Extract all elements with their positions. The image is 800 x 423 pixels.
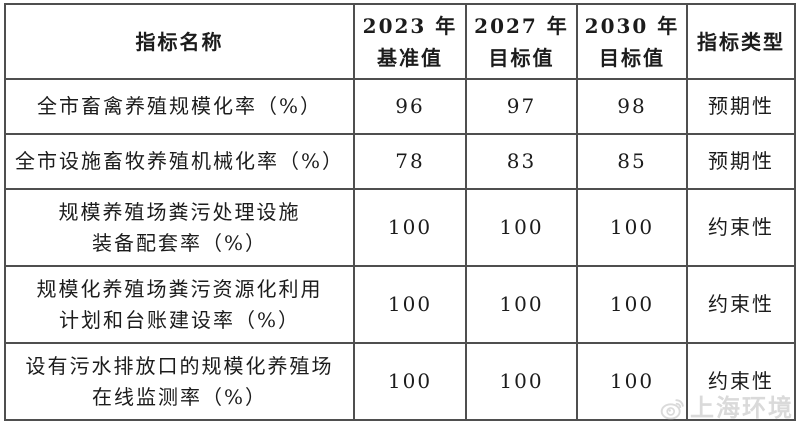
header-indicator-name: 指标名称 [4,3,355,80]
indicator-name-cell: 规模养殖场粪污处理设施 装备配套率（%） [4,188,355,267]
value-2027-cell: 100 [465,342,578,421]
indicator-name-cell: 全市设施畜牧养殖机械化率（%） [4,133,355,190]
value-2023-cell: 100 [353,342,467,421]
value-2030-cell: 100 [576,265,688,344]
indicator-table: 指标名称 2023 年 基准值 2027 年 目标值 2030 年 目标值 指标… [4,3,796,421]
indicator-type-cell: 预期性 [686,133,796,190]
indicator-type-cell: 约束性 [686,265,796,344]
value-2023-cell: 100 [353,265,467,344]
value-2027-cell: 100 [465,265,578,344]
table-row: 设有污水排放口的规模化养殖场 在线监测率（%） 100 100 100 约束性 [4,342,796,421]
indicator-name-cell: 规模化养殖场粪污资源化利用 计划和台账建设率（%） [4,265,355,344]
table-row: 规模养殖场粪污处理设施 装备配套率（%） 100 100 100 约束性 [4,188,796,267]
header-2030-target: 2030 年 目标值 [576,3,688,80]
indicator-type-cell: 约束性 [686,188,796,267]
value-2030-cell: 100 [576,342,688,421]
value-2030-cell: 100 [576,188,688,267]
header-2027-target: 2027 年 目标值 [465,3,578,80]
value-2030-cell: 98 [576,78,688,135]
table-row: 全市畜禽养殖规模化率（%） 96 97 98 预期性 [4,78,796,135]
table-header-row: 指标名称 2023 年 基准值 2027 年 目标值 2030 年 目标值 指标… [4,3,796,80]
indicator-type-cell: 约束性 [686,342,796,421]
indicator-name-cell: 全市畜禽养殖规模化率（%） [4,78,355,135]
header-indicator-type: 指标类型 [686,3,796,80]
indicator-type-cell: 预期性 [686,78,796,135]
value-2023-cell: 100 [353,188,467,267]
value-2023-cell: 96 [353,78,467,135]
value-2027-cell: 83 [465,133,578,190]
value-2023-cell: 78 [353,133,467,190]
indicator-name-cell: 设有污水排放口的规模化养殖场 在线监测率（%） [4,342,355,421]
table-row: 规模化养殖场粪污资源化利用 计划和台账建设率（%） 100 100 100 约束… [4,265,796,344]
header-2023-baseline: 2023 年 基准值 [353,3,467,80]
value-2030-cell: 85 [576,133,688,190]
value-2027-cell: 97 [465,78,578,135]
table-row: 全市设施畜牧养殖机械化率（%） 78 83 85 预期性 [4,133,796,190]
value-2027-cell: 100 [465,188,578,267]
